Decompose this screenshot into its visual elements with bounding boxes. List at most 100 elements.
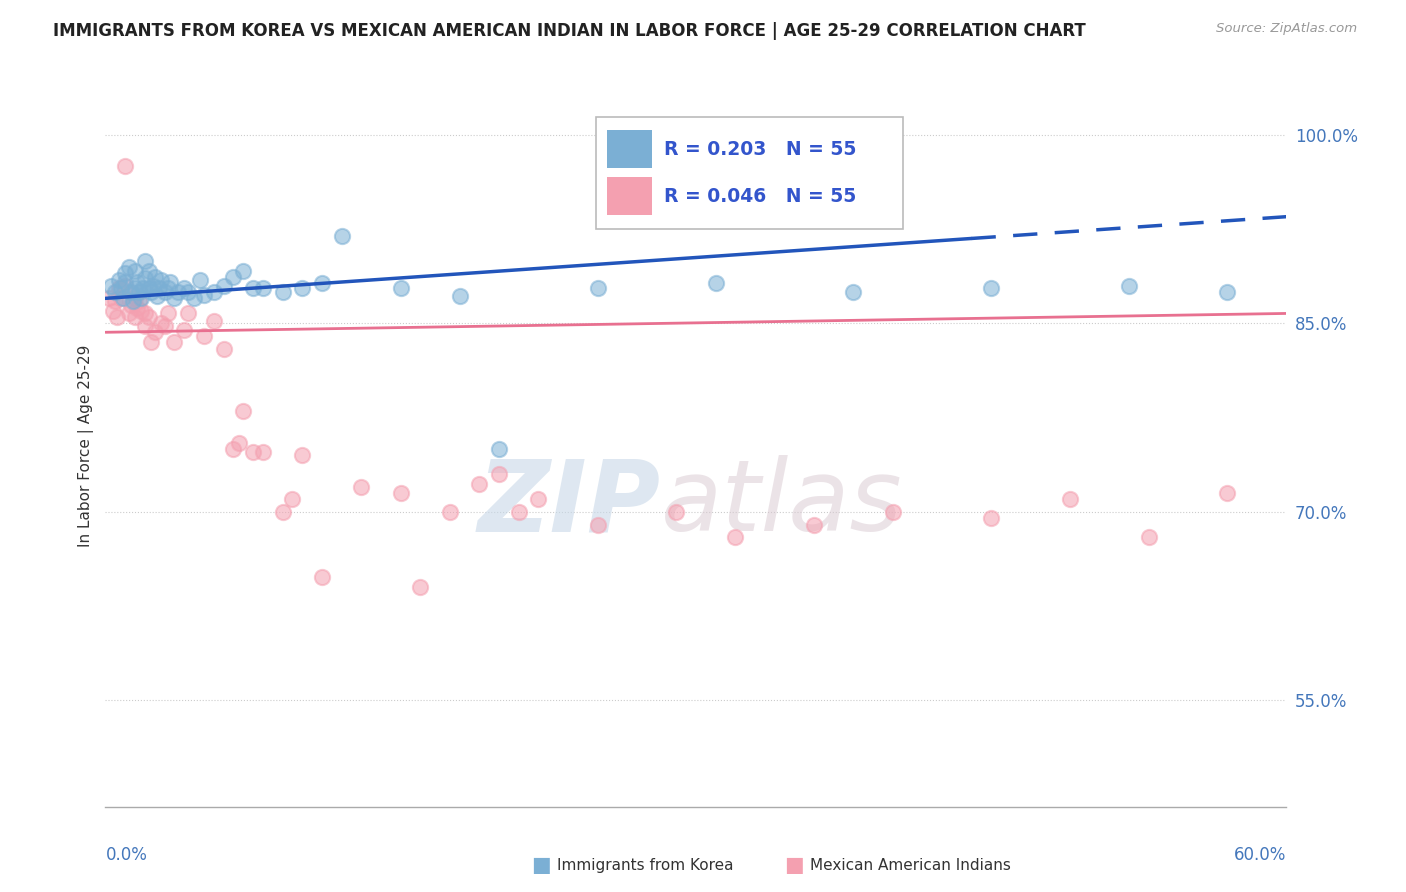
Point bbox=[389, 486, 412, 500]
Point bbox=[118, 260, 141, 274]
Point bbox=[129, 304, 152, 318]
Point bbox=[149, 317, 172, 331]
Point bbox=[129, 291, 152, 305]
Point bbox=[105, 310, 128, 325]
Point bbox=[488, 442, 510, 457]
Point bbox=[271, 285, 294, 299]
Point bbox=[145, 289, 167, 303]
Point bbox=[138, 263, 160, 277]
Point bbox=[724, 530, 747, 544]
Point bbox=[157, 281, 180, 295]
Point bbox=[128, 293, 150, 308]
Point bbox=[125, 275, 148, 289]
Point bbox=[142, 278, 165, 293]
Point bbox=[508, 505, 530, 519]
Point bbox=[271, 505, 294, 519]
Point bbox=[468, 477, 491, 491]
Point bbox=[124, 263, 146, 277]
Point bbox=[114, 266, 136, 280]
Point bbox=[1059, 492, 1081, 507]
Point bbox=[100, 278, 122, 293]
Point bbox=[148, 281, 170, 295]
Point bbox=[112, 291, 135, 305]
Point bbox=[153, 285, 176, 299]
Point bbox=[157, 306, 180, 320]
Point bbox=[222, 442, 245, 457]
Point bbox=[281, 492, 304, 507]
Point bbox=[120, 285, 142, 299]
Text: Immigrants from Korea: Immigrants from Korea bbox=[557, 858, 734, 872]
Point bbox=[103, 304, 125, 318]
Point bbox=[120, 298, 142, 312]
Point bbox=[110, 291, 132, 305]
Bar bbox=[607, 130, 652, 168]
Point bbox=[311, 277, 333, 291]
Point bbox=[882, 505, 904, 519]
Point bbox=[232, 404, 254, 418]
Point bbox=[439, 505, 461, 519]
Point bbox=[132, 281, 155, 295]
Point bbox=[114, 275, 136, 289]
Text: Source: ZipAtlas.com: Source: ZipAtlas.com bbox=[1216, 22, 1357, 36]
Point bbox=[232, 263, 254, 277]
Point bbox=[163, 335, 186, 350]
Text: Mexican American Indians: Mexican American Indians bbox=[810, 858, 1011, 872]
Point bbox=[124, 281, 146, 295]
Text: R = 0.046   N = 55: R = 0.046 N = 55 bbox=[664, 186, 856, 205]
Bar bbox=[596, 117, 903, 229]
Point bbox=[104, 293, 127, 308]
Point bbox=[159, 275, 181, 289]
Point bbox=[842, 285, 865, 299]
Point bbox=[1118, 278, 1140, 293]
Text: ■: ■ bbox=[785, 855, 804, 875]
Point bbox=[139, 285, 162, 299]
Point bbox=[330, 228, 353, 243]
Point bbox=[291, 281, 314, 295]
Point bbox=[139, 335, 162, 350]
Point bbox=[183, 291, 205, 305]
Point bbox=[291, 449, 314, 463]
Point bbox=[242, 281, 264, 295]
Point bbox=[449, 289, 471, 303]
Point bbox=[252, 444, 274, 458]
Point bbox=[134, 253, 156, 268]
Point bbox=[114, 160, 136, 174]
Point bbox=[488, 467, 510, 482]
Point bbox=[163, 291, 186, 305]
Text: ZIP: ZIP bbox=[478, 455, 661, 552]
Point bbox=[188, 272, 211, 286]
Point bbox=[138, 310, 160, 325]
Point bbox=[1216, 486, 1239, 500]
Point bbox=[143, 326, 166, 340]
Point bbox=[125, 301, 148, 316]
Point bbox=[134, 318, 156, 333]
Point bbox=[527, 492, 550, 507]
Point bbox=[665, 505, 688, 519]
Point bbox=[1216, 285, 1239, 299]
Point bbox=[143, 270, 166, 285]
Point bbox=[803, 517, 825, 532]
Point bbox=[149, 272, 172, 286]
Point bbox=[104, 285, 127, 299]
Point bbox=[177, 285, 200, 299]
Point bbox=[704, 277, 727, 291]
Point bbox=[202, 285, 225, 299]
Point bbox=[110, 281, 132, 295]
Point bbox=[586, 517, 609, 532]
Point bbox=[177, 306, 200, 320]
Point bbox=[173, 323, 195, 337]
Point bbox=[124, 310, 146, 325]
Point bbox=[252, 281, 274, 295]
Point bbox=[980, 511, 1002, 525]
Point bbox=[586, 281, 609, 295]
Point bbox=[193, 287, 215, 301]
Point bbox=[108, 281, 131, 295]
Point bbox=[193, 329, 215, 343]
Text: ■: ■ bbox=[531, 855, 551, 875]
Point bbox=[222, 270, 245, 285]
Point bbox=[167, 285, 190, 299]
Point bbox=[350, 480, 373, 494]
Text: 60.0%: 60.0% bbox=[1234, 846, 1286, 863]
Point bbox=[212, 278, 235, 293]
Text: atlas: atlas bbox=[661, 455, 903, 552]
